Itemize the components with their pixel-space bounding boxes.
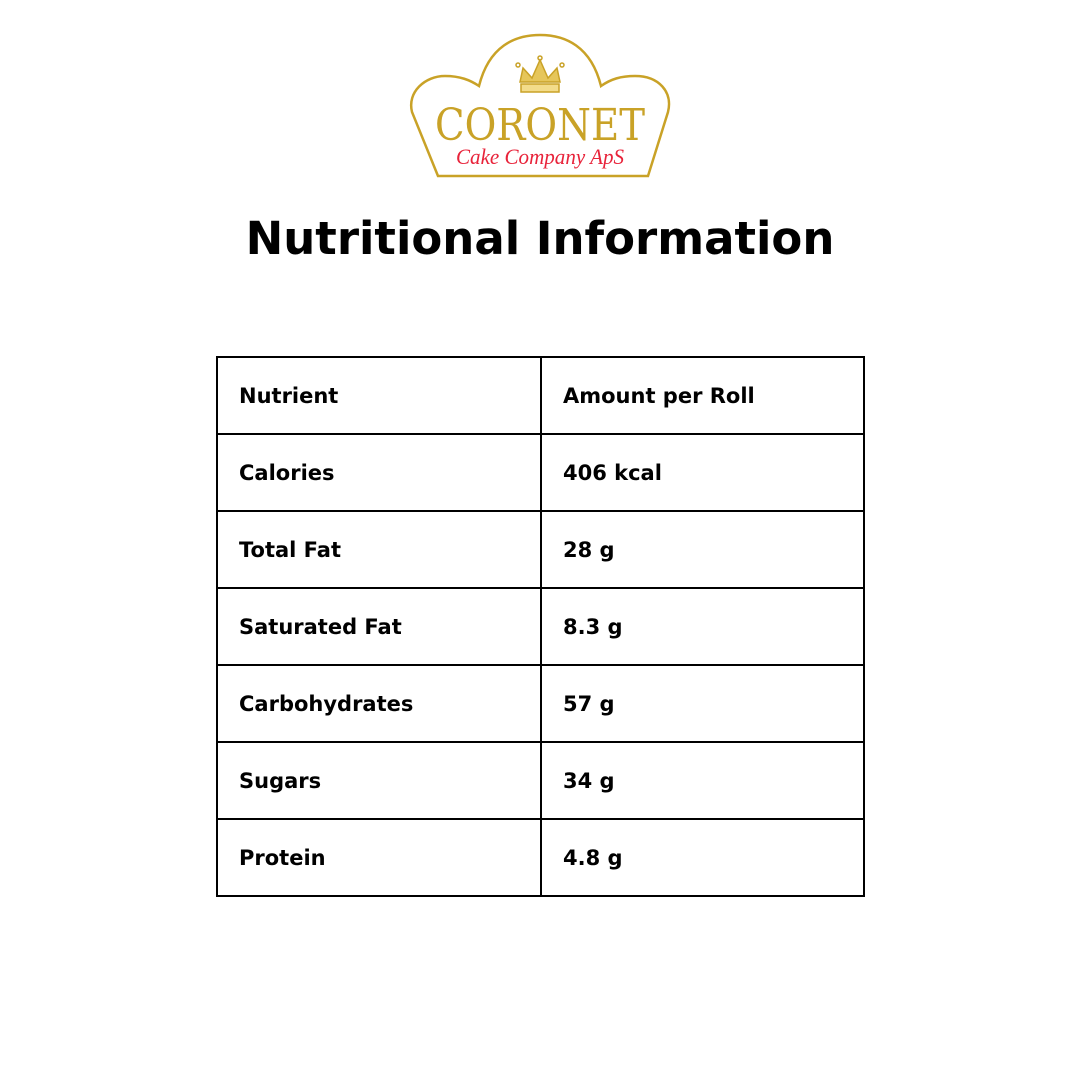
amount-cell: 8.3 g bbox=[540, 587, 865, 666]
amount-cell: 4.8 g bbox=[540, 818, 865, 897]
amount-cell: 34 g bbox=[540, 741, 865, 820]
nutrient-cell: Protein bbox=[216, 818, 542, 897]
table-row: Saturated Fat 8.3 g bbox=[216, 587, 865, 666]
logo-outline bbox=[409, 33, 671, 178]
table-row: Calories 406 kcal bbox=[216, 433, 865, 512]
crown-icon bbox=[515, 55, 565, 93]
table-row: Total Fat 28 g bbox=[216, 510, 865, 589]
coronet-logo: CORONET Cake Company ApS bbox=[409, 33, 671, 178]
logo-brand: CORONET bbox=[435, 100, 645, 151]
nutrient-cell: Carbohydrates bbox=[216, 664, 542, 743]
header-nutrient: Nutrient bbox=[216, 356, 542, 435]
table-row: Sugars 34 g bbox=[216, 741, 865, 820]
table-row: Protein 4.8 g bbox=[216, 818, 865, 897]
header-amount: Amount per Roll bbox=[540, 356, 865, 435]
nutrient-cell: Calories bbox=[216, 433, 542, 512]
amount-cell: 28 g bbox=[540, 510, 865, 589]
nutrition-table: Nutrient Amount per Roll Calories 406 kca… bbox=[216, 356, 865, 897]
table-header-row: Nutrient Amount per Roll bbox=[216, 356, 865, 435]
logo-subtitle: Cake Company ApS bbox=[456, 144, 624, 169]
nutrient-cell: Saturated Fat bbox=[216, 587, 542, 666]
nutrient-cell: Total Fat bbox=[216, 510, 542, 589]
page-title: Nutritional Information bbox=[245, 212, 835, 265]
amount-cell: 406 kcal bbox=[540, 433, 865, 512]
amount-cell: 57 g bbox=[540, 664, 865, 743]
table-row: Carbohydrates 57 g bbox=[216, 664, 865, 743]
nutrient-cell: Sugars bbox=[216, 741, 542, 820]
